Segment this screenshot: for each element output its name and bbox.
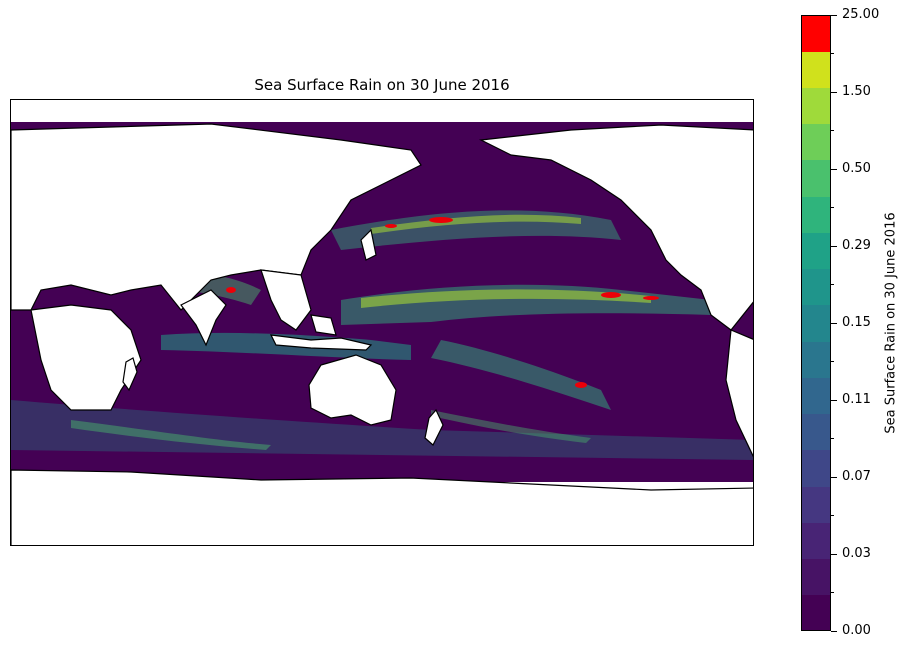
- rain-map: [11, 100, 753, 545]
- colorbar-tick: [831, 207, 834, 208]
- colorbar-tick: [831, 553, 837, 555]
- colorbar-tick: [831, 91, 837, 93]
- colorbar-bin: [801, 449, 831, 487]
- colorbar-bin: [801, 268, 831, 306]
- colorbar-tick: [831, 476, 837, 478]
- colorbar-tick-label: 0.07: [842, 469, 871, 484]
- colorbar-bin: [801, 51, 831, 88]
- colorbar-tick-label: 0.11: [842, 392, 871, 407]
- colorbar-bin: [801, 558, 831, 596]
- colorbar-tick: [831, 53, 834, 54]
- colorbar: [801, 15, 831, 632]
- colorbar-bin: [801, 232, 831, 270]
- colorbar-tick: [831, 14, 837, 16]
- colorbar-bin: [801, 15, 831, 52]
- colorbar-tick: [831, 438, 834, 439]
- colorbar-bin: [801, 341, 831, 378]
- colorbar-tick: [831, 130, 834, 131]
- colorbar-tick-label: 1.50: [842, 84, 871, 99]
- colorbar-tick-label: 0.15: [842, 315, 871, 330]
- colorbar-bin: [801, 377, 831, 415]
- colorbar-tick: [831, 245, 837, 247]
- colorbar-tick: [831, 168, 837, 170]
- colorbar-bin: [801, 123, 831, 161]
- colorbar-tick-label: 25.00: [842, 7, 880, 22]
- colorbar-tick: [831, 592, 834, 593]
- colorbar-tick-label: 0.03: [842, 546, 871, 561]
- colorbar-bin: [801, 522, 831, 560]
- colorbar-bin: [801, 196, 831, 233]
- colorbar-bin: [801, 304, 831, 342]
- rain-bands: [11, 210, 753, 460]
- colorbar-bin: [801, 413, 831, 451]
- colorbar-tick-label: 0.29: [842, 238, 871, 253]
- colorbar-border: [801, 15, 831, 631]
- map-panel: [10, 99, 754, 546]
- colorbar-bin: [801, 159, 831, 197]
- colorbar-tick: [831, 322, 837, 324]
- colorbar-tick: [831, 630, 837, 632]
- colorbar-label: Sea Surface Rain on 30 June 2016: [883, 212, 899, 434]
- colorbar-tick-label: 0.00: [842, 623, 871, 638]
- colorbar-bin: [801, 594, 831, 632]
- land-masses: [11, 123, 753, 545]
- colorbar-tick-label: 0.50: [842, 161, 871, 176]
- colorbar-bin: [801, 486, 831, 523]
- colorbar-tick: [831, 515, 834, 516]
- colorbar-tick: [831, 399, 837, 401]
- colorbar-tick: [831, 361, 834, 362]
- colorbar-tick: [831, 284, 834, 285]
- colorbar-bin: [801, 87, 831, 125]
- map-title: Sea Surface Rain on 30 June 2016: [254, 76, 510, 94]
